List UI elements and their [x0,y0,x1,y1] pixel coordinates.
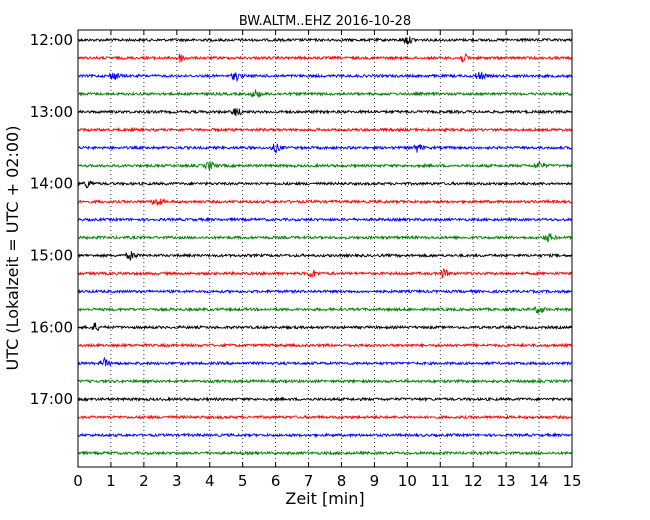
x-tick-label: 0 [73,472,83,490]
x-tick-label: 12 [464,472,483,490]
trace-1545 [77,306,573,314]
trace-1200 [77,36,573,45]
y-tick-label: 17:00 [30,390,73,408]
x-tick-label: 14 [530,472,549,490]
trace-1400 [77,180,572,189]
y-tick-label: 13:00 [30,103,73,121]
trace-1700 [77,396,573,403]
y-tick-label: 14:00 [30,175,73,193]
y-axis-label: UTC (Lokalzeit = UTC + 02:00) [3,126,22,371]
x-tick-label: 2 [139,472,149,490]
x-tick-label: 13 [497,472,516,490]
trace-1500 [77,251,573,261]
x-tick-label: 1 [106,472,116,490]
trace-1730 [77,432,573,439]
trace-1430 [77,216,573,223]
x-tick-label: 4 [205,472,215,490]
x-tick-label: 6 [271,472,281,490]
trace-1330 [77,143,572,155]
grid-lines [110,30,540,467]
y-tick-label: 12:00 [30,31,73,49]
trace-1530 [77,288,573,295]
trace-1615 [77,342,573,349]
y-tick-label: 16:00 [30,318,73,336]
x-tick-label: 8 [337,472,347,490]
trace-1645 [77,378,573,385]
trace-1345 [77,160,573,171]
x-tick-label: 3 [172,472,182,490]
y-tick-label: 15:00 [30,247,73,265]
trace-1245 [77,89,573,99]
trace-1600 [77,322,573,332]
x-tick-label: 5 [238,472,248,490]
trace-1745 [77,450,572,456]
trace-group [77,36,573,456]
trace-1300 [77,107,573,117]
x-tick-label: 11 [431,472,450,490]
plot-frame [77,29,573,468]
x-tick-label: 15 [562,472,581,490]
trace-1415 [77,198,572,206]
tick-group: 0 1 2 3 4 5 6 7 8 9 10 11 12 13 14 1512:0013:0014:0015:… [30,30,582,490]
x-tick-label: 9 [370,472,380,490]
chart-title: BW.ALTM..EHZ 2016-10-28 [239,14,411,29]
trace-1630 [77,356,572,367]
x-tick-label: 10 [398,472,417,490]
trace-1215 [77,53,573,64]
x-axis-label: Zeit [min] [285,489,364,508]
trace-1315 [77,126,573,133]
x-tick-label: 7 [304,472,314,490]
trace-1715 [77,414,573,421]
trace-1445 [77,233,572,243]
trace-1515 [77,268,573,279]
trace-1230 [77,71,573,83]
